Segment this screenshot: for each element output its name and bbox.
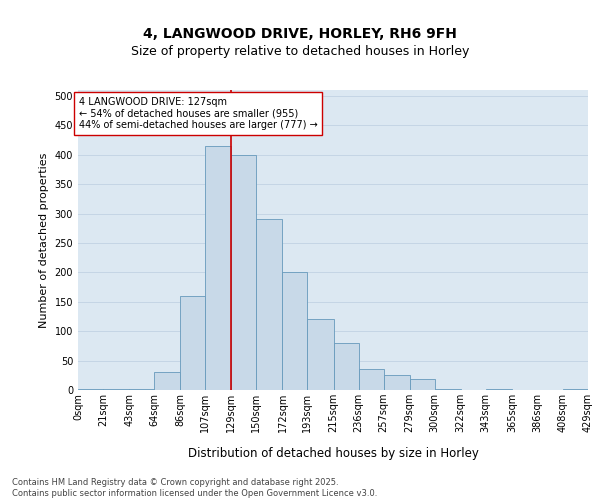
Bar	[383, 376, 410, 390]
Bar	[486, 389, 512, 390]
Y-axis label: Number of detached properties: Number of detached properties	[39, 152, 49, 328]
Bar	[78, 389, 103, 390]
Bar	[359, 370, 383, 390]
Bar	[232, 154, 256, 390]
Bar	[180, 296, 205, 390]
Bar	[283, 272, 307, 390]
Bar	[103, 389, 129, 390]
Bar	[434, 389, 461, 390]
Bar	[205, 146, 232, 390]
Bar	[307, 320, 334, 390]
Text: Distribution of detached houses by size in Horley: Distribution of detached houses by size …	[188, 448, 478, 460]
Bar	[563, 389, 588, 390]
Bar	[154, 372, 180, 390]
Bar	[334, 343, 359, 390]
Bar	[129, 389, 154, 390]
Text: 4, LANGWOOD DRIVE, HORLEY, RH6 9FH: 4, LANGWOOD DRIVE, HORLEY, RH6 9FH	[143, 28, 457, 42]
Bar	[256, 220, 283, 390]
Text: Size of property relative to detached houses in Horley: Size of property relative to detached ho…	[131, 45, 469, 58]
Text: Contains HM Land Registry data © Crown copyright and database right 2025.
Contai: Contains HM Land Registry data © Crown c…	[12, 478, 377, 498]
Bar	[410, 380, 434, 390]
Text: 4 LANGWOOD DRIVE: 127sqm
← 54% of detached houses are smaller (955)
44% of semi-: 4 LANGWOOD DRIVE: 127sqm ← 54% of detach…	[79, 97, 317, 130]
